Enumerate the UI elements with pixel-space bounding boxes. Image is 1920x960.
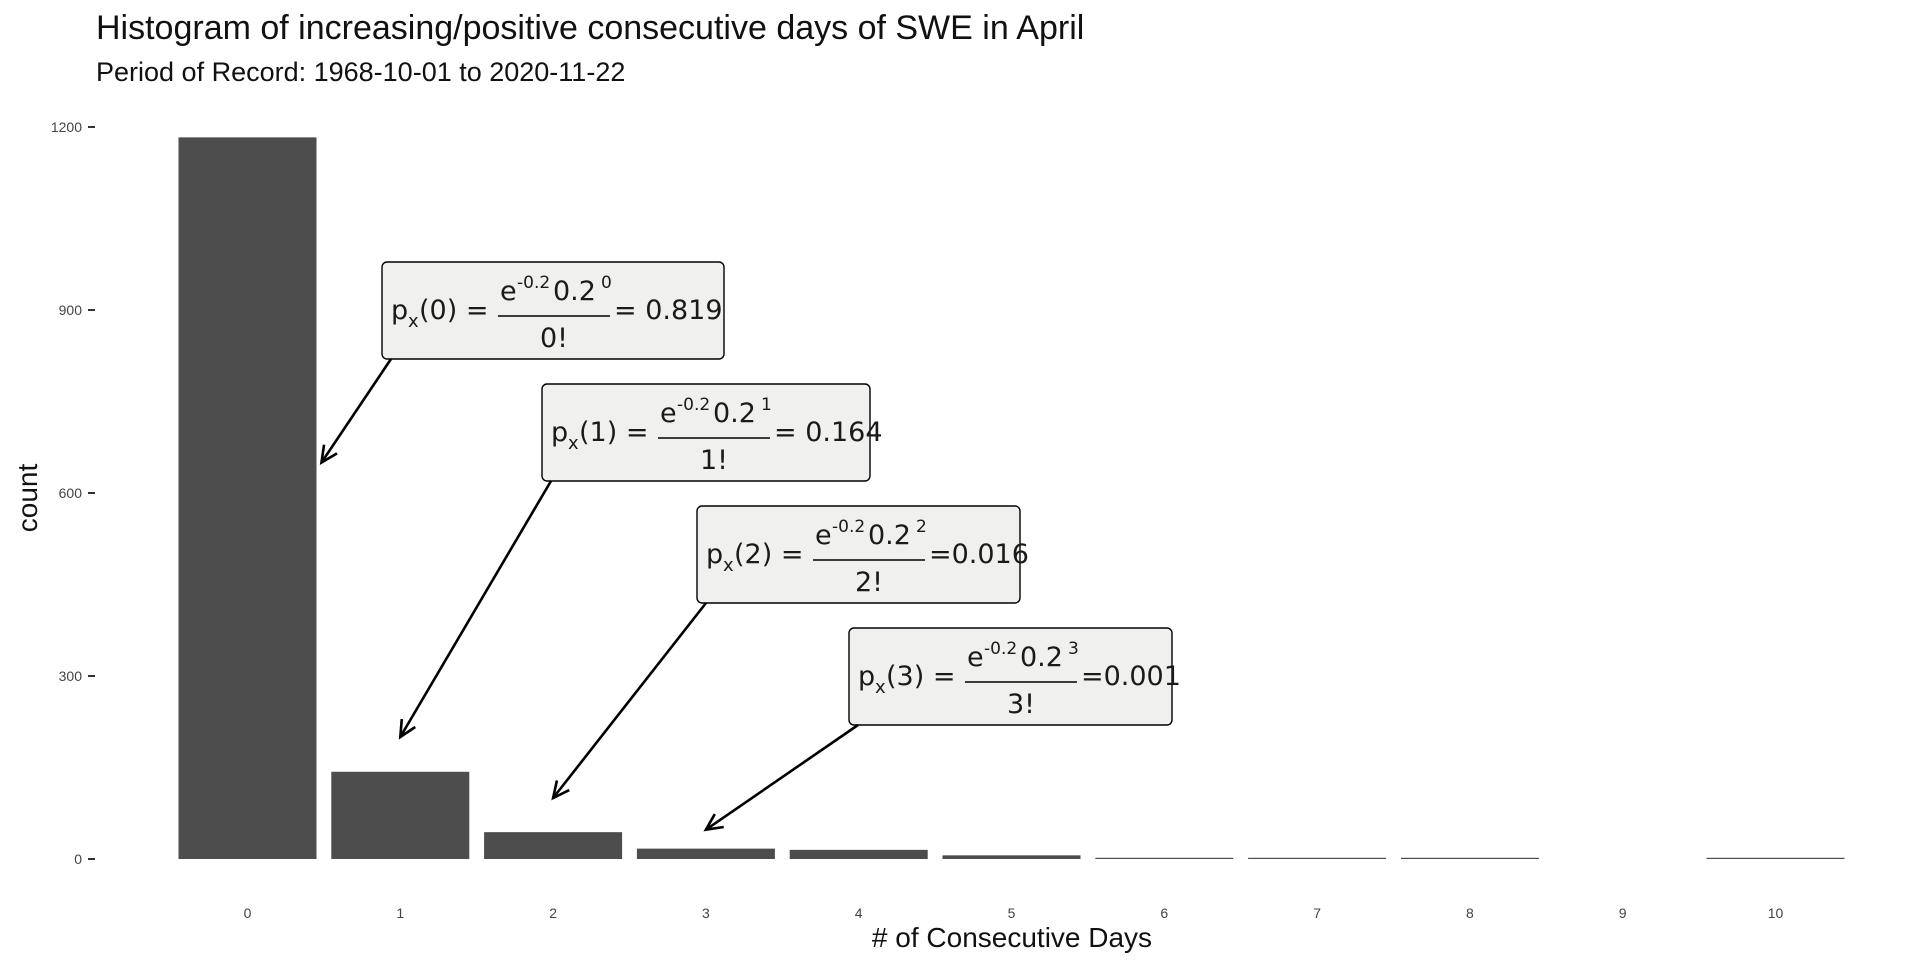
- bar-2: [484, 832, 623, 859]
- bar-7: [1248, 857, 1387, 859]
- x-tick-label: 5: [1008, 905, 1016, 921]
- y-axis: 0 300 600 900 1200: [51, 119, 95, 867]
- denominator: 0!: [540, 323, 568, 354]
- formula-result: =0.016: [929, 539, 1029, 570]
- numerator-base: e: [660, 398, 677, 429]
- formula-p: p: [391, 295, 408, 326]
- formula-p: p: [706, 539, 723, 570]
- bar-1: [331, 771, 470, 859]
- numerator-base: e: [967, 642, 984, 673]
- formula-result: = 0.164: [774, 417, 883, 448]
- x-axis-label: # of Consecutive Days: [872, 922, 1152, 953]
- arrow-head: [703, 813, 724, 832]
- formula-result: = 0.819: [614, 295, 723, 326]
- y-tick-label: 0: [74, 851, 82, 867]
- numerator-rate: 0.2: [1020, 642, 1063, 673]
- numerator-power: 1: [761, 395, 772, 415]
- x-tick-label: 6: [1160, 905, 1168, 921]
- annotation-box: [541, 383, 871, 482]
- x-tick-label: 8: [1466, 905, 1474, 921]
- formula-subscript: x: [723, 555, 734, 576]
- y-tick-label: 1200: [51, 119, 82, 135]
- formula-argument: (2) =: [734, 539, 803, 570]
- y-tick-label: 600: [59, 485, 83, 501]
- y-tick-label: 300: [59, 668, 83, 684]
- numerator-power: 3: [1068, 639, 1079, 659]
- formula-p: p: [551, 417, 568, 448]
- bar-0: [178, 137, 317, 859]
- arrow-line: [399, 480, 553, 738]
- formula-result: =0.001: [1081, 661, 1181, 692]
- numerator-exponent: -0.2: [832, 517, 865, 537]
- bars: [178, 137, 1845, 859]
- formula-subscript: x: [875, 677, 886, 698]
- arrow-line: [552, 602, 708, 799]
- chart-title: Histogram of increasing/positive consecu…: [96, 9, 1084, 47]
- denominator: 2!: [855, 567, 883, 598]
- x-tick-label: 3: [702, 905, 710, 921]
- x-axis: 0 1 2 3 4 5 6 7 8 9 10: [244, 905, 1784, 921]
- annotation-box: [848, 627, 1173, 726]
- denominator: 1!: [700, 445, 728, 476]
- numerator-rate: 0.2: [868, 520, 911, 551]
- bar-10: [1706, 857, 1845, 859]
- denominator: 3!: [1007, 689, 1035, 720]
- annotation-p1: p x (1) =e -0.2 0.2 11!= 0.164: [398, 383, 883, 740]
- formula-argument: (0) =: [419, 295, 488, 326]
- y-axis-label: count: [12, 464, 43, 533]
- formula-argument: (3) =: [886, 661, 955, 692]
- numerator-exponent: -0.2: [517, 273, 550, 293]
- numerator-exponent: -0.2: [984, 639, 1017, 659]
- bar-3: [636, 848, 775, 859]
- formula-argument: (1) =: [579, 417, 648, 448]
- formula-p: p: [858, 661, 875, 692]
- annotation-p2: p x (2) =e -0.2 0.2 22!=0.016: [551, 505, 1029, 801]
- annotation-box: [696, 505, 1021, 604]
- x-tick-label: 2: [549, 905, 557, 921]
- numerator-rate: 0.2: [553, 276, 596, 307]
- formula-subscript: x: [408, 311, 419, 332]
- numerator-base: e: [500, 276, 517, 307]
- arrow-head: [551, 780, 570, 801]
- numerator-rate: 0.2: [713, 398, 756, 429]
- arrow-line: [705, 723, 859, 831]
- arrow-head: [319, 444, 338, 465]
- x-tick-label: 9: [1619, 905, 1627, 921]
- arrow-head: [398, 718, 416, 740]
- bar-6: [1095, 857, 1234, 859]
- annotation-box: [381, 261, 725, 360]
- numerator-base: e: [815, 520, 832, 551]
- formula-subscript: x: [568, 433, 579, 454]
- annotation-p0: p x (0) =e -0.2 0.2 00!= 0.819: [319, 261, 725, 465]
- arrow-line: [320, 358, 393, 464]
- bar-4: [789, 849, 928, 859]
- x-tick-label: 0: [244, 905, 252, 921]
- numerator-power: 2: [916, 517, 927, 537]
- x-tick-label: 10: [1768, 905, 1784, 921]
- numerator-exponent: -0.2: [677, 395, 710, 415]
- bar-8: [1400, 857, 1539, 859]
- annotation-p3: p x (3) = e -0.2 0.2 3 3! =0.001: [703, 627, 1181, 832]
- bar-5: [942, 855, 1081, 859]
- x-tick-label: 1: [396, 905, 404, 921]
- x-tick-label: 4: [855, 905, 863, 921]
- numerator-power: 0: [601, 273, 612, 293]
- y-tick-label: 900: [59, 302, 83, 318]
- x-tick-label: 7: [1313, 905, 1321, 921]
- chart-subtitle: Period of Record: 1968-10-01 to 2020-11-…: [96, 57, 625, 87]
